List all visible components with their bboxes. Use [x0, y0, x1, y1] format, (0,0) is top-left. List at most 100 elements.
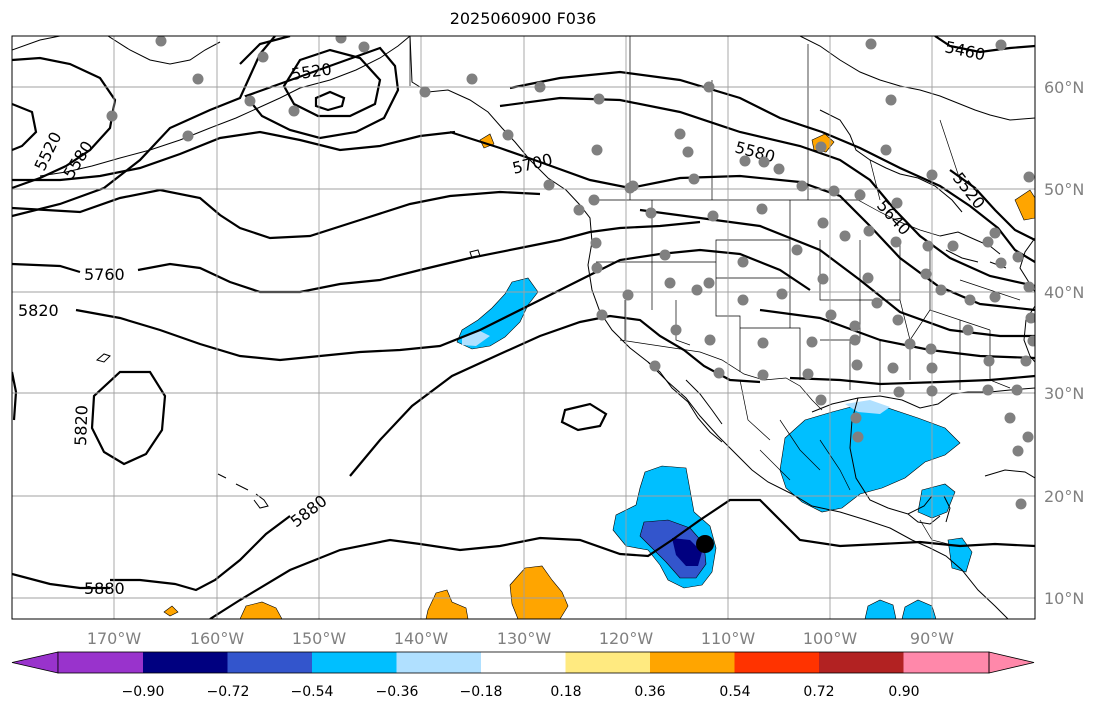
station-dot [989, 291, 1001, 303]
station-dot [892, 314, 904, 326]
station-dot [573, 204, 585, 216]
station-dot [419, 86, 431, 98]
station-dot [244, 95, 256, 107]
station-dot [703, 277, 715, 289]
lon-tick-label: 130°W [497, 629, 552, 648]
station-dot [849, 320, 861, 332]
station-dot [707, 210, 719, 222]
station-dot [995, 257, 1007, 269]
station-dot [865, 38, 877, 50]
lat-tick-label: 20°N [1044, 487, 1084, 506]
contour-label: 5820 [71, 405, 91, 446]
station-dot [588, 194, 600, 206]
station-dot [664, 277, 676, 289]
colorbar-segment [650, 652, 735, 673]
shaded-fields [163, 133, 1035, 619]
colorbar-segment [227, 652, 313, 673]
lat-tick-label: 60°N [1044, 78, 1084, 97]
station-dot [691, 284, 703, 296]
colorbar-segment [734, 652, 820, 673]
contour-mid-low-3 [239, 36, 400, 140]
contour-label: 5760 [84, 265, 125, 284]
station-dot [947, 240, 959, 252]
station-dot [737, 256, 749, 268]
coast-baja [647, 361, 723, 443]
colorbar: −0.90 −0.72 −0.54 −0.36 −0.18 0.18 0.36 … [11, 651, 1035, 700]
anomaly-lightblue-pacific [462, 330, 490, 346]
station-dot [682, 146, 694, 158]
colorbar-segment [58, 652, 143, 673]
anomaly-orange-1 [509, 565, 569, 619]
station-dot [502, 129, 514, 141]
contour-5880-gulf [789, 374, 1035, 386]
contour-west-edge [12, 371, 18, 421]
station-dot [756, 203, 768, 215]
station-dot [817, 273, 829, 285]
coast-yucatan [907, 513, 941, 525]
lon-tick-label: 170°W [87, 629, 142, 648]
station-dot [757, 337, 769, 349]
coast-gulf [811, 387, 1035, 413]
colorbar-tick-label: 0.18 [550, 684, 581, 700]
lon-tick-label: 140°W [394, 629, 449, 648]
storm-center-marker [696, 535, 714, 553]
colorbar-tick-label: −0.72 [207, 684, 250, 700]
contour-5640 [499, 96, 1035, 288]
station-dot [989, 227, 1001, 239]
anomaly-blue-south [864, 599, 897, 619]
coast-cuba [984, 469, 1035, 479]
coast-island-1 [95, 353, 111, 363]
colorbar-segments [11, 651, 1035, 674]
contour-mid-low-1 [282, 48, 382, 118]
colorbar-segment [312, 652, 397, 673]
station-dot [862, 272, 874, 284]
coast-hudson [819, 109, 963, 213]
anomaly-navy [672, 538, 702, 566]
lat-tick-label: 10°N [1044, 589, 1084, 608]
station-dot [1023, 281, 1035, 293]
colorbar-tick-label: 0.72 [803, 684, 834, 700]
station-dot [358, 41, 370, 53]
anomaly-blue-south-2 [901, 599, 937, 619]
station-dot [1027, 335, 1035, 347]
map-border [11, 35, 1036, 620]
station-dot [926, 169, 938, 181]
station-dot [890, 236, 902, 248]
colorbar-tick-label: −0.54 [291, 684, 334, 700]
gridlines [12, 36, 1035, 619]
colorbar-tick-label: −0.90 [122, 684, 165, 700]
map-frame [12, 36, 1035, 619]
lon-tick-label: 110°W [701, 629, 756, 648]
station-dot [825, 309, 837, 321]
station-dot [817, 217, 829, 229]
station-dot [871, 297, 883, 309]
colorbar-outline [57, 651, 990, 674]
station-dot [982, 384, 994, 396]
station-dot [627, 180, 639, 192]
station-dot [155, 36, 167, 47]
anomaly-orange-7 [163, 605, 179, 617]
station-dot [791, 244, 803, 256]
station-dot [590, 237, 602, 249]
station-dot [543, 179, 555, 191]
contour-5580-east [509, 70, 1035, 263]
anomaly-orange-3 [239, 601, 283, 619]
contour-5760 [12, 220, 701, 294]
colorbar-tick-labels: −0.90 −0.72 −0.54 −0.36 −0.18 0.18 0.36 … [122, 684, 920, 700]
station-dot [1011, 384, 1023, 396]
colorbar-extend-low [11, 651, 59, 674]
station-dot [1012, 445, 1024, 457]
lon-tick-label: 160°W [190, 629, 245, 648]
station-dot [659, 249, 671, 261]
station-dot [796, 180, 808, 192]
station-dot [192, 73, 204, 85]
station-dot [828, 185, 840, 197]
station-dot [920, 268, 932, 280]
colorbar-segment [819, 652, 904, 673]
station-dot [891, 197, 903, 209]
station-dot [688, 173, 700, 185]
border-canada-provinces [629, 36, 961, 201]
station-dot [737, 294, 749, 306]
colorbar-segment [143, 652, 228, 673]
